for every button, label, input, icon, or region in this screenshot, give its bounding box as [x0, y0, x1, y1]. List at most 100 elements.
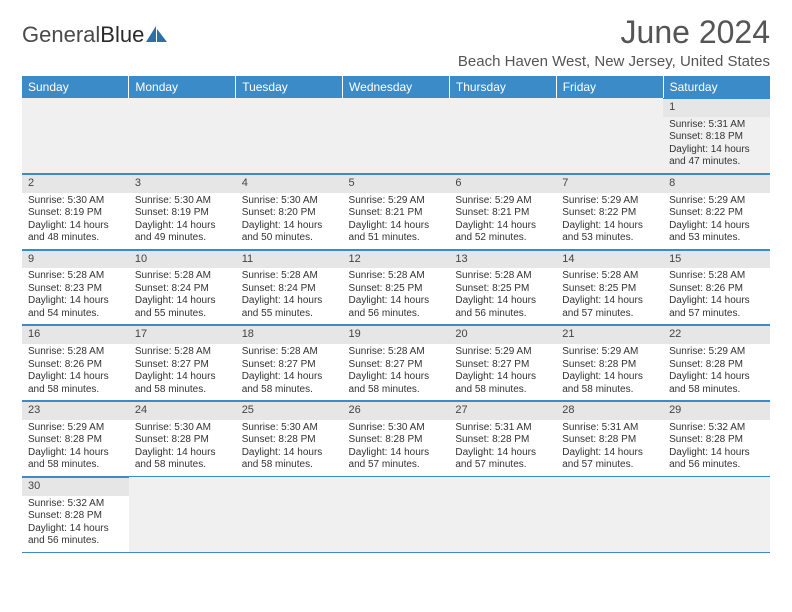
day-body: Sunrise: 5:29 AMSunset: 8:28 PMDaylight:… [22, 420, 129, 476]
calendar-cell [343, 476, 450, 552]
day-body: Sunrise: 5:31 AMSunset: 8:18 PMDaylight:… [663, 117, 770, 173]
calendar-cell: 29Sunrise: 5:32 AMSunset: 8:28 PMDayligh… [663, 401, 770, 477]
sunrise-line: Sunrise: 5:30 AM [28, 195, 123, 208]
brand-name-a: General [22, 22, 100, 47]
sunrise-line: Sunrise: 5:28 AM [28, 346, 123, 359]
sunrise-line: Sunrise: 5:29 AM [562, 195, 657, 208]
calendar-cell: 10Sunrise: 5:28 AMSunset: 8:24 PMDayligh… [129, 249, 236, 325]
calendar-table: SundayMondayTuesdayWednesdayThursdayFrid… [22, 76, 770, 553]
calendar-cell: 23Sunrise: 5:29 AMSunset: 8:28 PMDayligh… [22, 401, 129, 477]
calendar-cell: 7Sunrise: 5:29 AMSunset: 8:22 PMDaylight… [556, 173, 663, 249]
sunrise-line: Sunrise: 5:28 AM [349, 270, 444, 283]
daylight-line: Daylight: 14 hours and 58 minutes. [455, 371, 550, 396]
daylight-line: Daylight: 14 hours and 57 minutes. [349, 447, 444, 472]
sunset-line: Sunset: 8:27 PM [349, 359, 444, 372]
day-number: 15 [663, 250, 770, 269]
calendar-cell: 14Sunrise: 5:28 AMSunset: 8:25 PMDayligh… [556, 249, 663, 325]
calendar-cell: 20Sunrise: 5:29 AMSunset: 8:27 PMDayligh… [449, 325, 556, 401]
sunrise-line: Sunrise: 5:30 AM [135, 422, 230, 435]
brand-name-b: Blue [100, 22, 144, 47]
sunrise-line: Sunrise: 5:29 AM [455, 195, 550, 208]
daylight-line: Daylight: 14 hours and 53 minutes. [669, 220, 764, 245]
day-body: Sunrise: 5:32 AMSunset: 8:28 PMDaylight:… [22, 496, 129, 552]
calendar-cell [22, 98, 129, 173]
day-number: 6 [449, 174, 556, 193]
day-number: 20 [449, 325, 556, 344]
sunrise-line: Sunrise: 5:29 AM [28, 422, 123, 435]
calendar-cell [343, 98, 450, 173]
day-body: Sunrise: 5:30 AMSunset: 8:20 PMDaylight:… [236, 193, 343, 249]
day-body: Sunrise: 5:29 AMSunset: 8:28 PMDaylight:… [556, 344, 663, 400]
day-number: 10 [129, 250, 236, 269]
sunrise-line: Sunrise: 5:31 AM [455, 422, 550, 435]
sunrise-line: Sunrise: 5:28 AM [28, 270, 123, 283]
sunrise-line: Sunrise: 5:29 AM [669, 195, 764, 208]
calendar-cell: 25Sunrise: 5:30 AMSunset: 8:28 PMDayligh… [236, 401, 343, 477]
sunrise-line: Sunrise: 5:30 AM [135, 195, 230, 208]
calendar-row: 9Sunrise: 5:28 AMSunset: 8:23 PMDaylight… [22, 249, 770, 325]
day-number: 16 [22, 325, 129, 344]
daylight-line: Daylight: 14 hours and 57 minutes. [562, 447, 657, 472]
daylight-line: Daylight: 14 hours and 58 minutes. [135, 371, 230, 396]
calendar-cell [663, 476, 770, 552]
daylight-line: Daylight: 14 hours and 57 minutes. [562, 295, 657, 320]
sunset-line: Sunset: 8:27 PM [455, 359, 550, 372]
month-title: June 2024 [458, 14, 770, 51]
sunrise-line: Sunrise: 5:28 AM [135, 270, 230, 283]
day-number: 17 [129, 325, 236, 344]
sunset-line: Sunset: 8:28 PM [562, 359, 657, 372]
calendar-cell: 5Sunrise: 5:29 AMSunset: 8:21 PMDaylight… [343, 173, 450, 249]
sail-icon [146, 26, 168, 44]
sunrise-line: Sunrise: 5:30 AM [242, 422, 337, 435]
day-number: 27 [449, 401, 556, 420]
sunrise-line: Sunrise: 5:29 AM [669, 346, 764, 359]
sunset-line: Sunset: 8:26 PM [669, 283, 764, 296]
daylight-line: Daylight: 14 hours and 56 minutes. [28, 523, 123, 548]
daylight-line: Daylight: 14 hours and 48 minutes. [28, 220, 123, 245]
calendar-cell: 3Sunrise: 5:30 AMSunset: 8:19 PMDaylight… [129, 173, 236, 249]
day-body: Sunrise: 5:29 AMSunset: 8:21 PMDaylight:… [449, 193, 556, 249]
daylight-line: Daylight: 14 hours and 58 minutes. [135, 447, 230, 472]
day-body: Sunrise: 5:30 AMSunset: 8:19 PMDaylight:… [129, 193, 236, 249]
day-body: Sunrise: 5:28 AMSunset: 8:25 PMDaylight:… [556, 268, 663, 324]
day-body: Sunrise: 5:30 AMSunset: 8:28 PMDaylight:… [343, 420, 450, 476]
day-body: Sunrise: 5:30 AMSunset: 8:19 PMDaylight:… [22, 193, 129, 249]
sunset-line: Sunset: 8:28 PM [669, 359, 764, 372]
sunrise-line: Sunrise: 5:28 AM [242, 270, 337, 283]
day-body: Sunrise: 5:30 AMSunset: 8:28 PMDaylight:… [129, 420, 236, 476]
calendar-cell: 30Sunrise: 5:32 AMSunset: 8:28 PMDayligh… [22, 476, 129, 552]
day-body: Sunrise: 5:28 AMSunset: 8:26 PMDaylight:… [22, 344, 129, 400]
day-number: 19 [343, 325, 450, 344]
calendar-cell [236, 98, 343, 173]
day-number: 21 [556, 325, 663, 344]
day-number: 1 [663, 98, 770, 117]
calendar-cell: 4Sunrise: 5:30 AMSunset: 8:20 PMDaylight… [236, 173, 343, 249]
calendar-cell: 21Sunrise: 5:29 AMSunset: 8:28 PMDayligh… [556, 325, 663, 401]
calendar-row: 1Sunrise: 5:31 AMSunset: 8:18 PMDaylight… [22, 98, 770, 173]
daylight-line: Daylight: 14 hours and 57 minutes. [669, 295, 764, 320]
day-body: Sunrise: 5:29 AMSunset: 8:27 PMDaylight:… [449, 344, 556, 400]
day-body: Sunrise: 5:28 AMSunset: 8:24 PMDaylight:… [129, 268, 236, 324]
calendar-cell [556, 98, 663, 173]
day-body: Sunrise: 5:28 AMSunset: 8:27 PMDaylight:… [129, 344, 236, 400]
daylight-line: Daylight: 14 hours and 58 minutes. [242, 371, 337, 396]
calendar-cell: 11Sunrise: 5:28 AMSunset: 8:24 PMDayligh… [236, 249, 343, 325]
sunset-line: Sunset: 8:18 PM [669, 131, 764, 144]
day-body: Sunrise: 5:29 AMSunset: 8:21 PMDaylight:… [343, 193, 450, 249]
sunrise-line: Sunrise: 5:29 AM [349, 195, 444, 208]
sunset-line: Sunset: 8:24 PM [135, 283, 230, 296]
sunset-line: Sunset: 8:25 PM [562, 283, 657, 296]
weekday-header: Tuesday [236, 76, 343, 98]
day-number: 12 [343, 250, 450, 269]
day-number: 5 [343, 174, 450, 193]
sunrise-line: Sunrise: 5:29 AM [562, 346, 657, 359]
day-body: Sunrise: 5:28 AMSunset: 8:24 PMDaylight:… [236, 268, 343, 324]
daylight-line: Daylight: 14 hours and 58 minutes. [349, 371, 444, 396]
sunrise-line: Sunrise: 5:28 AM [135, 346, 230, 359]
sunset-line: Sunset: 8:20 PM [242, 207, 337, 220]
day-number: 8 [663, 174, 770, 193]
sunset-line: Sunset: 8:22 PM [562, 207, 657, 220]
day-number: 29 [663, 401, 770, 420]
day-body: Sunrise: 5:31 AMSunset: 8:28 PMDaylight:… [556, 420, 663, 476]
calendar-cell: 9Sunrise: 5:28 AMSunset: 8:23 PMDaylight… [22, 249, 129, 325]
